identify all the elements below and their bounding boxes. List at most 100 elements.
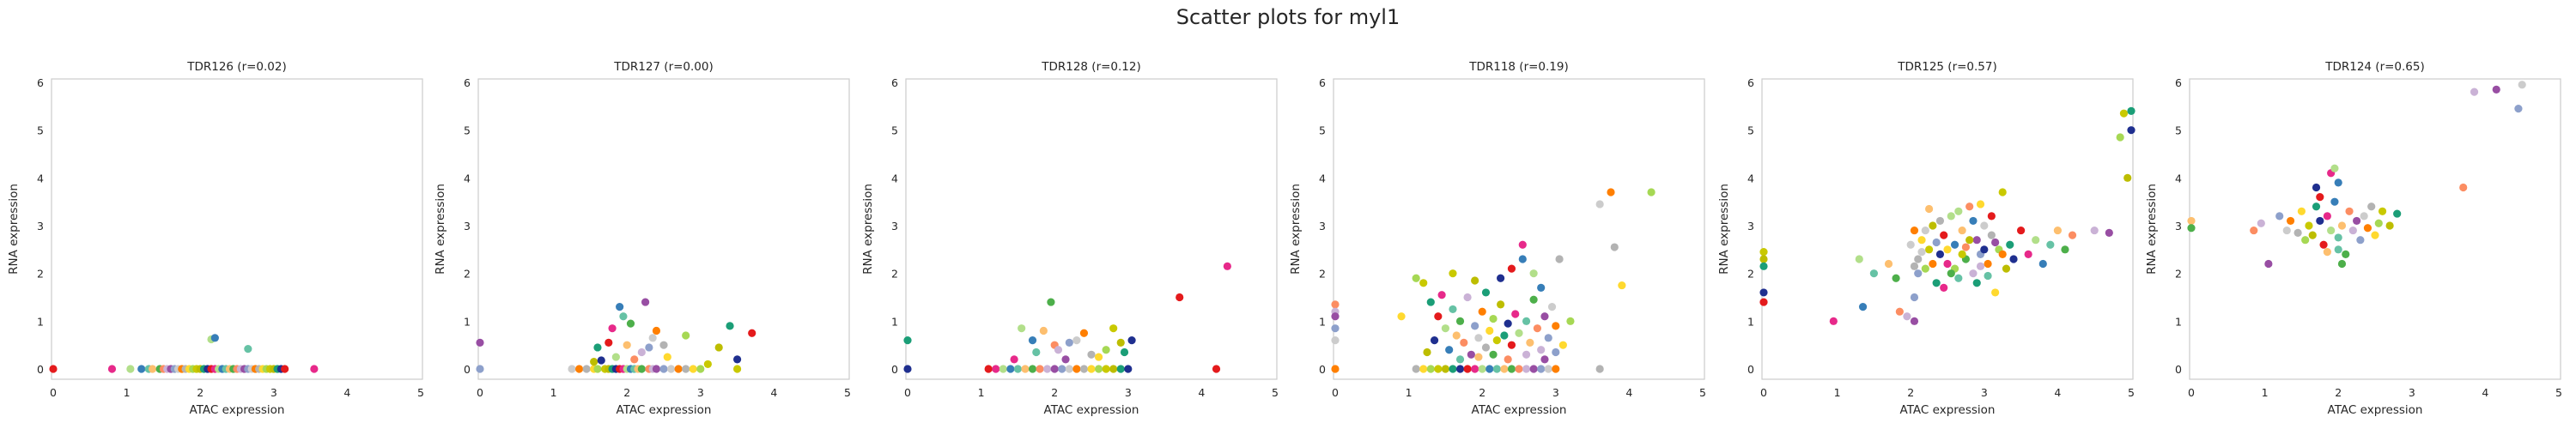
scatter-point	[2293, 228, 2302, 237]
x-tick-label: 4	[770, 386, 777, 399]
scatter-point	[1397, 312, 1406, 321]
scatter-points	[476, 298, 756, 373]
scatter-point	[616, 303, 624, 311]
scatter-point	[2330, 197, 2339, 206]
scatter-point	[1500, 331, 1509, 340]
scatter-point	[1914, 255, 1923, 263]
x-tick-label: 2	[623, 386, 630, 399]
scatter-point	[1054, 346, 1063, 354]
scatter-point	[1958, 226, 1966, 235]
x-tick-label: 4	[2054, 386, 2061, 399]
scatter-point	[1061, 355, 1070, 364]
y-tick-label: 3	[891, 220, 898, 233]
y-tick-label: 3	[1747, 220, 1754, 233]
x-tick-label: 0	[477, 386, 483, 399]
x-axis-label: ATAC expression	[617, 403, 712, 417]
scatter-point	[1947, 269, 1955, 278]
scatter-point	[1522, 317, 1531, 325]
scatter-point	[1109, 324, 1118, 333]
scatter-point	[652, 365, 661, 373]
scatter-point	[1855, 255, 1863, 263]
scatter-point	[1489, 350, 1498, 359]
x-tick-label: 1	[550, 386, 557, 399]
scatter-point	[1467, 350, 1475, 359]
scatter-point	[2334, 178, 2342, 187]
scatter-point	[1419, 279, 1428, 287]
x-tick-label: 5	[2128, 386, 2135, 399]
y-tick-label: 4	[464, 172, 471, 184]
y-tick-label: 5	[1747, 124, 1754, 137]
scatter-point	[999, 365, 1007, 373]
scatter-point	[1515, 329, 1523, 337]
scatter-point	[2264, 259, 2273, 269]
scatter-points	[903, 262, 1231, 373]
scatter-point	[1032, 347, 1041, 357]
scatter-point	[1647, 188, 1656, 196]
scatter-point	[244, 345, 252, 353]
scatter-point	[2119, 109, 2129, 118]
scatter-point	[1120, 347, 1129, 357]
y-tick-label: 2	[1747, 268, 1754, 281]
scatter-point	[1540, 355, 1549, 364]
scatter-point	[1906, 240, 1915, 249]
scatter-point	[1958, 250, 1966, 258]
scatter-point	[2518, 81, 2526, 89]
scatter-point	[1537, 283, 1546, 292]
scatter-point	[2312, 202, 2321, 211]
scatter-point	[611, 353, 620, 361]
x-tick-label: 1	[1406, 386, 1413, 399]
scatter-point	[1455, 355, 1465, 364]
scatter-point	[1039, 326, 1048, 335]
x-tick-label: 3	[1981, 386, 1988, 399]
scatter-point	[1478, 365, 1486, 373]
y-tick-label: 5	[2175, 124, 2182, 137]
scatter-point	[1595, 200, 1604, 208]
scatter-point	[2323, 212, 2331, 221]
scatter-point	[1998, 188, 2007, 196]
scatter-point	[2348, 226, 2357, 235]
scatter-point	[1987, 212, 1996, 221]
scatter-point	[1895, 307, 1904, 316]
scatter-point	[1485, 326, 1494, 335]
y-tick-label: 0	[464, 363, 471, 376]
scatter-point	[1869, 269, 1878, 278]
scatter-point	[1072, 365, 1081, 373]
scatter-point	[1595, 365, 1604, 373]
scatter-point	[1518, 255, 1527, 263]
panel-title: TDR126 (r=0.02)	[186, 60, 287, 74]
scatter-point	[2006, 240, 2014, 249]
y-tick-label: 2	[464, 268, 471, 281]
x-tick-label: 3	[697, 386, 704, 399]
scatter-point	[2319, 240, 2328, 249]
scatter-point	[2282, 226, 2291, 235]
scatter-point	[1434, 312, 1443, 321]
scatter-point	[1618, 281, 1626, 290]
y-tick-label: 0	[2175, 363, 2182, 376]
scatter-point	[1929, 221, 1937, 230]
scatter-point	[1043, 365, 1052, 373]
scatter-point	[682, 331, 690, 340]
y-tick-label: 4	[1747, 172, 1754, 184]
x-axis-label: ATAC expression	[2328, 403, 2423, 417]
panel-title: TDR124 (r=0.65)	[2324, 60, 2425, 74]
x-tick-label: 2	[2335, 386, 2342, 399]
y-tick-label: 0	[1747, 363, 1754, 376]
scatter-point	[2316, 193, 2324, 202]
scatter-point	[1013, 365, 1022, 373]
scatter-point	[1987, 231, 1996, 239]
scatter-point	[1965, 236, 1974, 245]
y-axis-label: RNA expression	[861, 184, 875, 275]
plot-frame	[477, 78, 850, 380]
scatter-point	[210, 334, 219, 342]
scatter-point	[1526, 338, 1534, 347]
scatter-point	[1759, 288, 1768, 297]
scatter-point	[1610, 243, 1619, 251]
scatter-point	[733, 355, 742, 364]
y-tick-label: 4	[891, 172, 898, 184]
scatter-point	[1471, 322, 1479, 330]
scatter-point	[281, 365, 289, 373]
scatter-point	[1507, 341, 1516, 349]
scatter-point	[1445, 346, 1454, 354]
y-tick-label: 1	[891, 315, 898, 328]
x-tick-label: 0	[1760, 386, 1767, 399]
